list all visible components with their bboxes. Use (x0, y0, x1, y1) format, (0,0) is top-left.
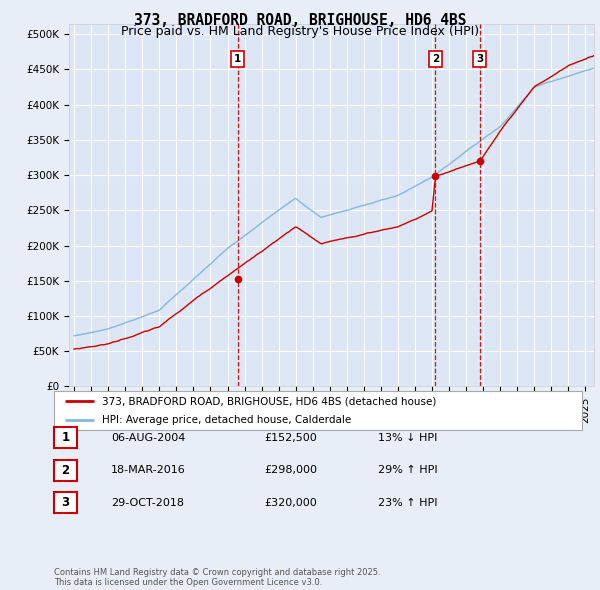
Text: 1: 1 (61, 431, 70, 444)
Text: 1: 1 (234, 54, 241, 64)
Text: £152,500: £152,500 (264, 433, 317, 442)
Text: 2: 2 (432, 54, 439, 64)
Text: 13% ↓ HPI: 13% ↓ HPI (378, 433, 437, 442)
Text: Price paid vs. HM Land Registry's House Price Index (HPI): Price paid vs. HM Land Registry's House … (121, 25, 479, 38)
Text: 29-OCT-2018: 29-OCT-2018 (111, 498, 184, 507)
Text: 3: 3 (61, 496, 70, 509)
Text: 06-AUG-2004: 06-AUG-2004 (111, 433, 185, 442)
Text: 18-MAR-2016: 18-MAR-2016 (111, 466, 186, 475)
Text: 23% ↑ HPI: 23% ↑ HPI (378, 498, 437, 507)
Text: Contains HM Land Registry data © Crown copyright and database right 2025.
This d: Contains HM Land Registry data © Crown c… (54, 568, 380, 587)
Text: 373, BRADFORD ROAD, BRIGHOUSE, HD6 4BS (detached house): 373, BRADFORD ROAD, BRIGHOUSE, HD6 4BS (… (101, 396, 436, 406)
Text: 2: 2 (61, 464, 70, 477)
Text: £298,000: £298,000 (264, 466, 317, 475)
Text: HPI: Average price, detached house, Calderdale: HPI: Average price, detached house, Cald… (101, 415, 351, 425)
Text: 29% ↑ HPI: 29% ↑ HPI (378, 466, 437, 475)
Text: 373, BRADFORD ROAD, BRIGHOUSE, HD6 4BS: 373, BRADFORD ROAD, BRIGHOUSE, HD6 4BS (134, 13, 466, 28)
Text: 3: 3 (476, 54, 484, 64)
Text: £320,000: £320,000 (264, 498, 317, 507)
